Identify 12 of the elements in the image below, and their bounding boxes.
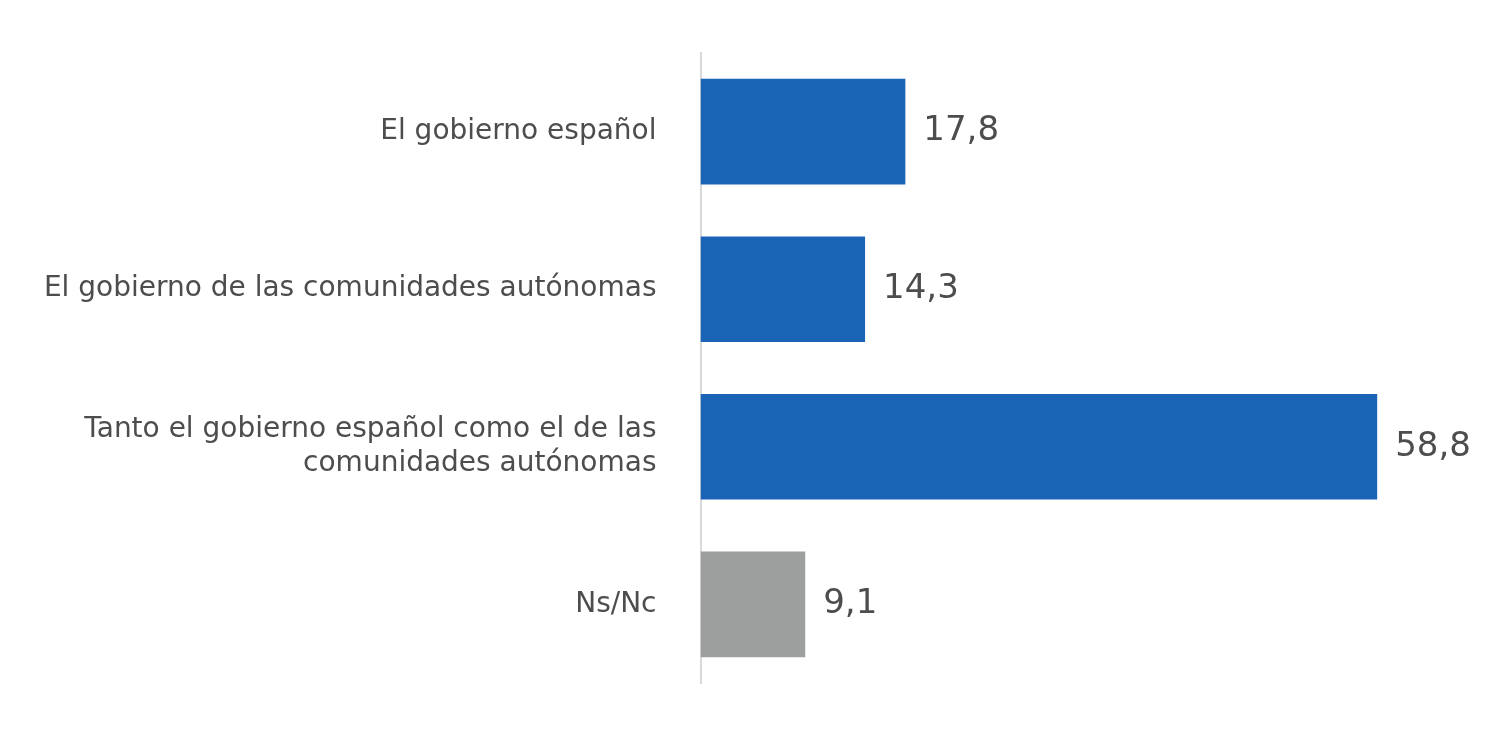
y-tick-label: Tanto el gobierno español como el de las comunidades autónomas xyxy=(83,411,657,478)
bar xyxy=(700,394,1378,500)
bar xyxy=(700,236,866,342)
bar xyxy=(700,78,906,185)
bar xyxy=(700,551,806,658)
data-label: 17,8 xyxy=(923,108,1000,149)
data-label: 14,3 xyxy=(883,266,959,307)
y-tick-label: El gobierno de las comunidades autónomas xyxy=(43,270,657,304)
y-tick-label: El gobierno español xyxy=(380,112,657,146)
y-tick-label: Ns/Nc xyxy=(575,585,657,619)
data-label: 9,1 xyxy=(823,581,878,622)
data-label: 58,8 xyxy=(1395,423,1471,464)
